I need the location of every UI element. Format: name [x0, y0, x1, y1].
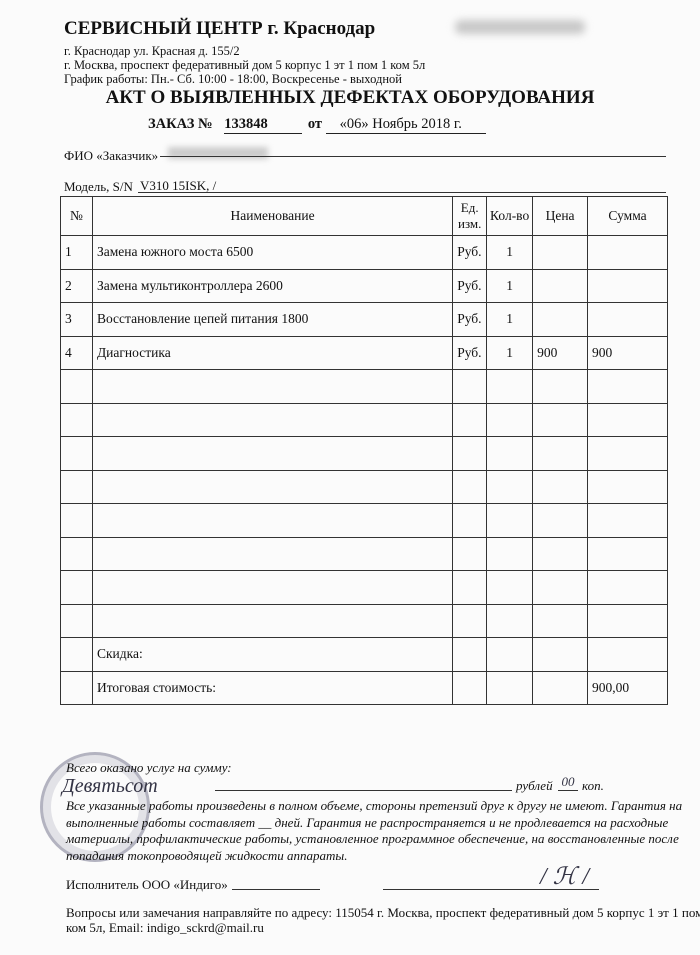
company-stamp	[40, 752, 150, 862]
empty-row	[60, 503, 668, 538]
order-line: ЗАКАЗ № 133848 от «06» Ноябрь 2018 г.	[148, 116, 486, 134]
cell-sum	[587, 235, 668, 270]
col-number: №	[60, 196, 93, 236]
empty-row	[60, 536, 668, 571]
customer-label: ФИО «Заказчик»	[64, 148, 159, 163]
model-label: Модель, S/N	[64, 179, 133, 194]
col-price: Цена	[532, 196, 589, 236]
address-moscow: г. Москва, проспект федеративный дом 5 к…	[64, 58, 426, 72]
table-row: 2 Замена мультиконтроллера 2600 Руб. 1	[60, 268, 668, 303]
empty-row	[60, 603, 668, 638]
cell-name: Восстановление цепей питания 1800	[91, 302, 454, 337]
cell-name: Замена южного моста 6500	[91, 235, 454, 270]
col-name: Наименование	[91, 196, 454, 236]
empty-row	[60, 469, 668, 504]
cell-n: 2	[60, 268, 93, 303]
cell-price	[532, 268, 589, 303]
cell-qty: 1	[486, 268, 534, 303]
cell-qty: 1	[486, 335, 534, 370]
redacted-customer	[168, 147, 268, 159]
cell-n: 4	[60, 335, 93, 370]
kop-label: коп.	[582, 778, 604, 793]
cell-name: Диагностика	[91, 335, 454, 370]
defects-table: № Наименование Ед. изм. Кол-во Цена Сумм…	[60, 196, 668, 705]
table-row: 1 Замена южного моста 6500 Руб. 1	[60, 235, 668, 270]
address-krasnodar: г. Краснодар ул. Красная д. 155/2	[64, 44, 240, 58]
executor-label: Исполнитель ООО «Индиго»	[66, 877, 228, 892]
cell-unit: Руб.	[452, 235, 488, 270]
order-from: от	[307, 116, 323, 132]
cell-sum	[587, 302, 668, 337]
cell-price	[532, 235, 589, 270]
total-label: Итоговая стоимость:	[91, 670, 454, 705]
cell-n: 3	[60, 302, 93, 337]
work-schedule: График работы: Пн.- Сб. 10:00 - 18:00, В…	[64, 72, 402, 86]
company-name: СЕРВИСНЫЙ ЦЕНТР г. Краснодар	[64, 18, 376, 39]
cell-price	[532, 302, 589, 337]
cell-unit: Руб.	[452, 302, 488, 337]
order-number: 133848	[224, 116, 303, 134]
contact-line1: Вопросы или замечания направляйте по адр…	[66, 905, 700, 920]
kop-value: 00	[558, 774, 578, 791]
order-date: «06» Ноябрь 2018 г.	[325, 116, 486, 134]
discount-row: Скидка:	[60, 637, 668, 672]
empty-row	[60, 369, 668, 404]
col-sum: Сумма	[587, 196, 668, 236]
sum-label: Всего оказано услуг на сумму:	[66, 760, 232, 775]
cell-sum	[587, 268, 668, 303]
empty-row	[60, 570, 668, 605]
col-unit: Ед. изм.	[452, 196, 488, 236]
total-value: 900,00	[587, 670, 668, 705]
col-qty: Кол-во	[486, 196, 534, 236]
discount-label: Скидка:	[91, 637, 454, 672]
handwritten-sum: Девятьсот	[62, 775, 158, 797]
signature: / ℋ /	[540, 864, 590, 890]
empty-row	[60, 402, 668, 437]
contact-line2: ком 5л, Email: indigo_sckrd@mail.ru	[66, 920, 264, 935]
order-label: ЗАКАЗ №	[148, 116, 213, 132]
cell-name: Замена мультиконтроллера 2600	[91, 268, 454, 303]
empty-row	[60, 436, 668, 471]
cell-qty: 1	[486, 302, 534, 337]
table-row: 3 Восстановление цепей питания 1800 Руб. 1	[60, 302, 668, 337]
cell-qty: 1	[486, 235, 534, 270]
model-value: V310 15ISK, /	[140, 178, 217, 193]
rub-label: рублей	[516, 778, 553, 793]
table-header: № Наименование Ед. изм. Кол-во Цена Сумм…	[60, 196, 668, 236]
cell-sum: 900	[587, 335, 668, 370]
document-title: АКТ О ВЫЯВЛЕННЫХ ДЕФЕКТАХ ОБОРУДОВАНИЯ	[105, 87, 595, 108]
cell-unit: Руб.	[452, 335, 488, 370]
total-row: Итоговая стоимость: 900,00	[60, 670, 668, 705]
cell-n: 1	[60, 235, 93, 270]
cell-unit: Руб.	[452, 268, 488, 303]
table-row: 4 Диагностика Руб. 1 900 900	[60, 335, 668, 370]
terms-text: Все указанные работы произведены в полно…	[66, 798, 683, 863]
cell-price: 900	[532, 335, 589, 370]
redacted-phone	[455, 20, 585, 34]
